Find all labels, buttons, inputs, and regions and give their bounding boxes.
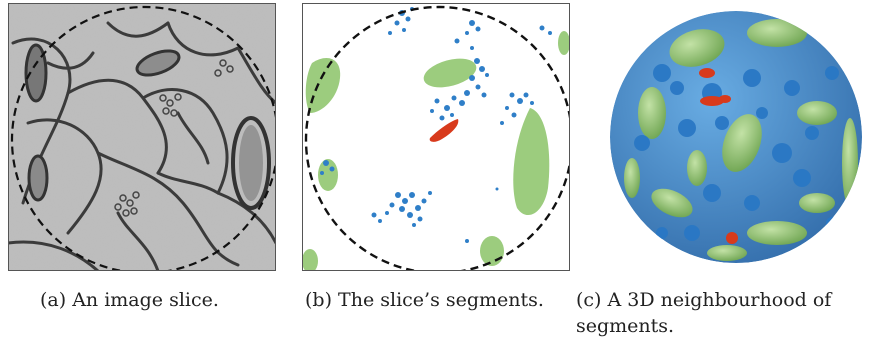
caption-c-text-line2: segments.	[576, 315, 675, 337]
3d-segments-rendering	[610, 11, 862, 263]
caption-c-text-line1: A 3D neighbourhood of	[607, 289, 832, 311]
em-image-slice	[8, 3, 276, 271]
caption-c: (c) A 3D neighbourhood of segments.	[576, 287, 876, 339]
caption-a-label: (a)	[40, 289, 67, 311]
slice-segments-panel	[302, 3, 570, 271]
caption-a-text: An image slice.	[72, 289, 219, 311]
caption-b-text: The slice’s segments.	[338, 289, 544, 311]
caption-c-label: (c)	[576, 289, 602, 311]
slice-segments-image	[302, 3, 570, 271]
caption-a: (a) An image slice.	[40, 287, 270, 313]
3d-neighbourhood-panel	[602, 3, 870, 271]
caption-b-label: (b)	[305, 289, 332, 311]
image-slice-panel	[8, 3, 276, 271]
caption-b: (b) The slice’s segments.	[305, 287, 585, 313]
